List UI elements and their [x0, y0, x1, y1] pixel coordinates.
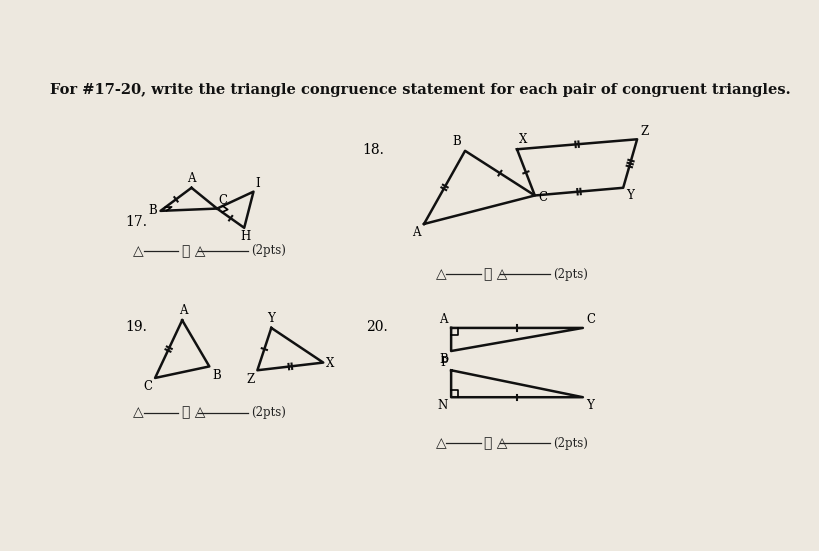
Text: 17.: 17.: [125, 215, 147, 229]
Text: Y: Y: [627, 190, 634, 202]
Text: C: C: [586, 314, 595, 326]
Text: B: B: [439, 353, 448, 365]
Text: N: N: [438, 399, 448, 412]
Text: C: C: [143, 380, 152, 393]
Text: ≅ △: ≅ △: [485, 267, 508, 281]
Text: 19.: 19.: [125, 320, 147, 334]
Text: ≅ △: ≅ △: [182, 244, 206, 258]
Text: △: △: [436, 267, 446, 281]
Text: (2pts): (2pts): [554, 268, 588, 280]
Text: C: C: [538, 191, 547, 203]
Text: P: P: [440, 356, 448, 369]
Text: Z: Z: [246, 372, 254, 386]
Text: I: I: [256, 177, 260, 190]
Text: A: A: [188, 172, 196, 185]
Text: ≅ △: ≅ △: [182, 406, 206, 420]
Text: △: △: [436, 436, 446, 450]
Text: H: H: [241, 230, 251, 243]
Text: C: C: [219, 194, 228, 207]
Text: 18.: 18.: [362, 143, 384, 157]
Text: A: A: [179, 304, 188, 317]
Text: 20.: 20.: [366, 320, 387, 334]
Text: Y: Y: [586, 399, 594, 412]
Text: For #17-20, write the triangle congruence statement for each pair of congruent t: For #17-20, write the triangle congruenc…: [50, 83, 790, 97]
Text: X: X: [518, 133, 527, 146]
Text: △: △: [133, 406, 144, 420]
Text: X: X: [326, 357, 335, 370]
Text: ≅ △: ≅ △: [485, 436, 508, 450]
Text: Z: Z: [640, 125, 649, 138]
Text: A: A: [412, 226, 420, 239]
Text: B: B: [148, 204, 156, 218]
Text: B: B: [212, 369, 221, 382]
Text: (2pts): (2pts): [251, 245, 286, 257]
Text: B: B: [452, 135, 461, 148]
Text: Y: Y: [267, 312, 275, 325]
Text: (2pts): (2pts): [251, 406, 286, 419]
Text: △: △: [133, 244, 144, 258]
Text: A: A: [440, 314, 448, 326]
Text: (2pts): (2pts): [554, 437, 588, 450]
